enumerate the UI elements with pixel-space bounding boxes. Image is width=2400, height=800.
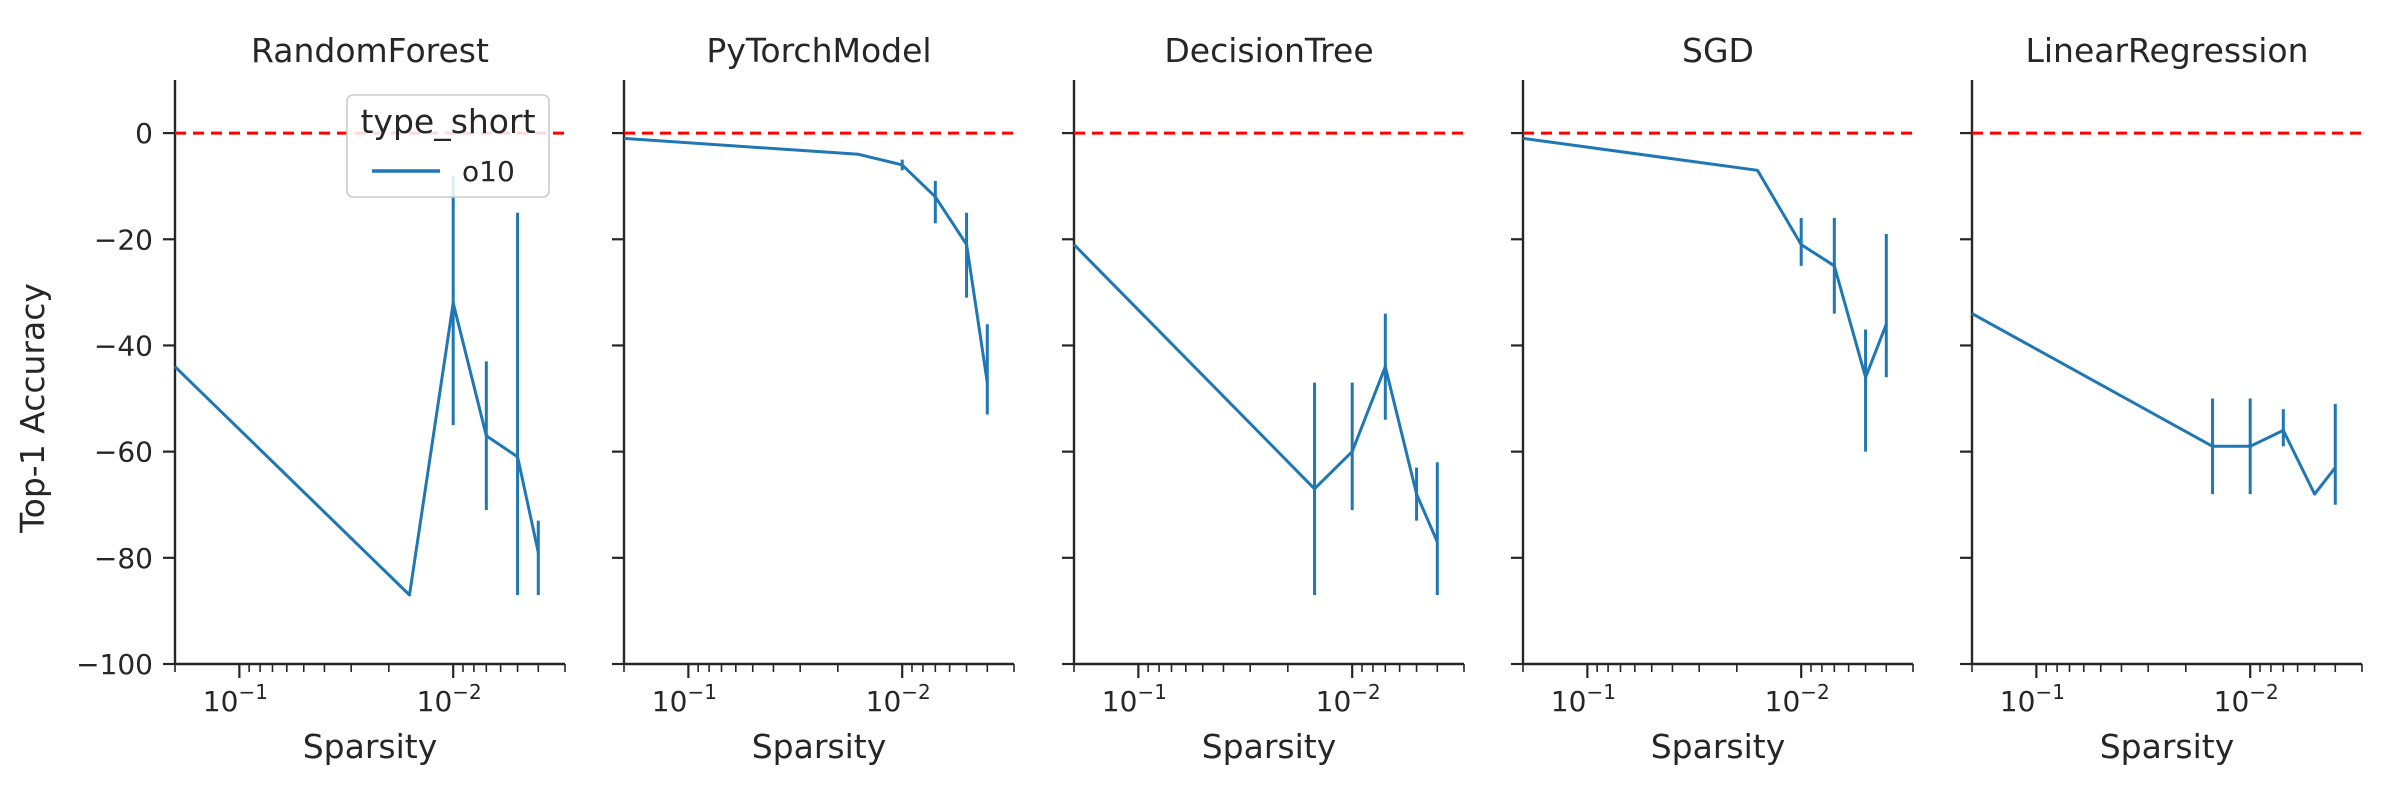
x-axis-label: Sparsity [303, 727, 438, 766]
x-tick-label: 10−2 [2214, 680, 2279, 718]
x-axis-label: Sparsity [2100, 727, 2235, 766]
x-tick-label: 10−1 [1102, 680, 1167, 718]
x-tick-label: 10−2 [866, 680, 931, 718]
series-line-o10 [1971, 312, 2337, 496]
y-tick-label: −100 [76, 648, 153, 681]
legend-title: type_short [360, 102, 535, 141]
panel-4: LinearRegression 10−1 10−2 Sparsity [1960, 31, 2363, 766]
y-tick-label: −20 [94, 223, 153, 256]
x-axis-label: Sparsity [1651, 727, 1786, 766]
x-axis-label: Sparsity [752, 727, 887, 766]
panel-title: LinearRegression [2025, 31, 2308, 70]
panel-title: SGD [1682, 31, 1754, 70]
x-tick-label: 10−2 [1316, 680, 1381, 718]
y-tick-label: −40 [94, 329, 153, 362]
x-tick-label: 10−1 [2000, 680, 2065, 718]
series-line-o10 [173, 301, 540, 597]
panel-title: RandomForest [251, 31, 489, 70]
legend: type_short o10 [346, 94, 550, 198]
panel-3: SGD 10−1 10−2 Sparsity [1511, 31, 1914, 766]
panels: RandomForest 0 −20 −40 −60 −80 −100 10−1 10−2 Spa… [76, 31, 2363, 766]
panel-title: DecisionTree [1164, 31, 1373, 70]
x-tick-label: 10−2 [1765, 680, 1830, 718]
y-tick-label: 0 [135, 117, 153, 150]
x-tick-label: 10−2 [417, 680, 482, 718]
y-tick-label: −60 [94, 436, 153, 469]
series-line-o10 [623, 136, 989, 383]
x-tick-label: 10−1 [203, 680, 268, 718]
y-tick-label: −80 [94, 542, 153, 575]
series-line-o10 [1072, 243, 1439, 543]
x-tick-label: 10−1 [1551, 680, 1616, 718]
series-line-o10 [1522, 136, 1888, 379]
panel-1: PyTorchModel 10−1 10−2 Sparsity [612, 31, 1015, 766]
y-axis-label: Top-1 Accuracy [13, 283, 52, 534]
x-axis-label: Sparsity [1202, 727, 1337, 766]
panel-2: DecisionTree 10−1 10−2 Sparsity [1062, 31, 1465, 766]
x-tick-label: 10−1 [652, 680, 717, 718]
panel-title: PyTorchModel [706, 31, 931, 70]
legend-label-o10: o10 [462, 155, 515, 188]
